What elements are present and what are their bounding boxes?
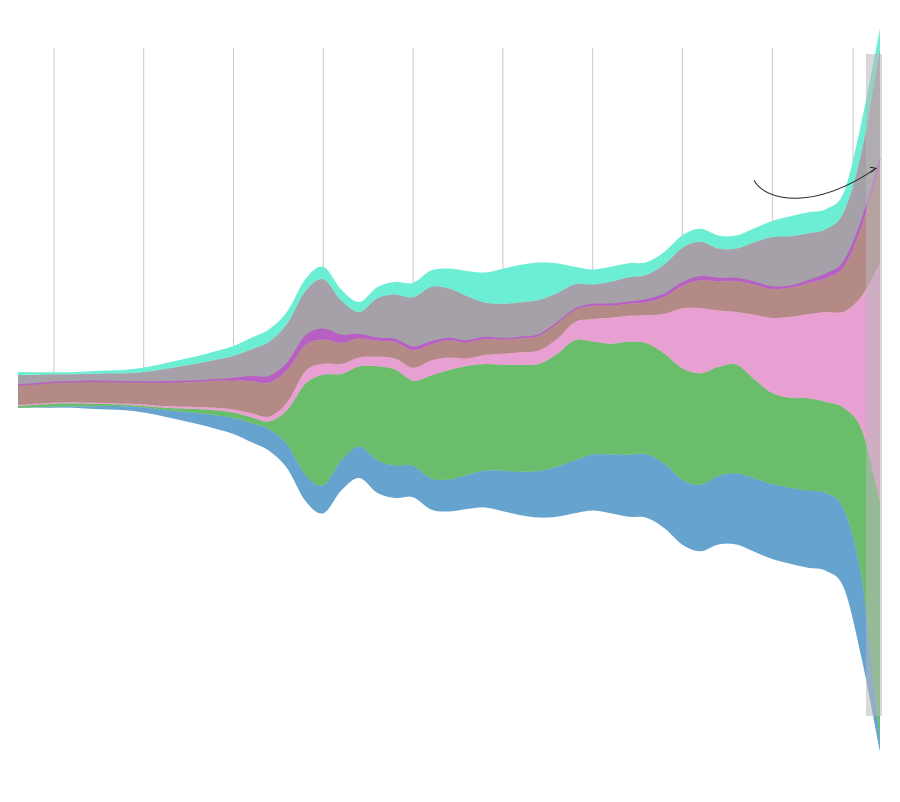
- hover-highlight: [866, 54, 882, 716]
- stream-series-6[interactable]: [18, 48, 880, 386]
- stream-series-5[interactable]: [18, 158, 880, 386]
- annotations: [753, 166, 878, 199]
- stream-series-1[interactable]: [18, 406, 880, 752]
- annotation-arrowhead-1: [869, 166, 878, 173]
- stream-series-4[interactable]: [18, 166, 880, 417]
- series-boundaries: [17, 158, 881, 386]
- annotation-arrow-1: [753, 167, 877, 199]
- stream-series-2[interactable]: [18, 339, 880, 741]
- stream-series-3[interactable]: [18, 263, 880, 502]
- series-5-edge: [17, 158, 881, 386]
- stream-areas: [18, 28, 880, 752]
- hover-highlight-band: [866, 54, 882, 716]
